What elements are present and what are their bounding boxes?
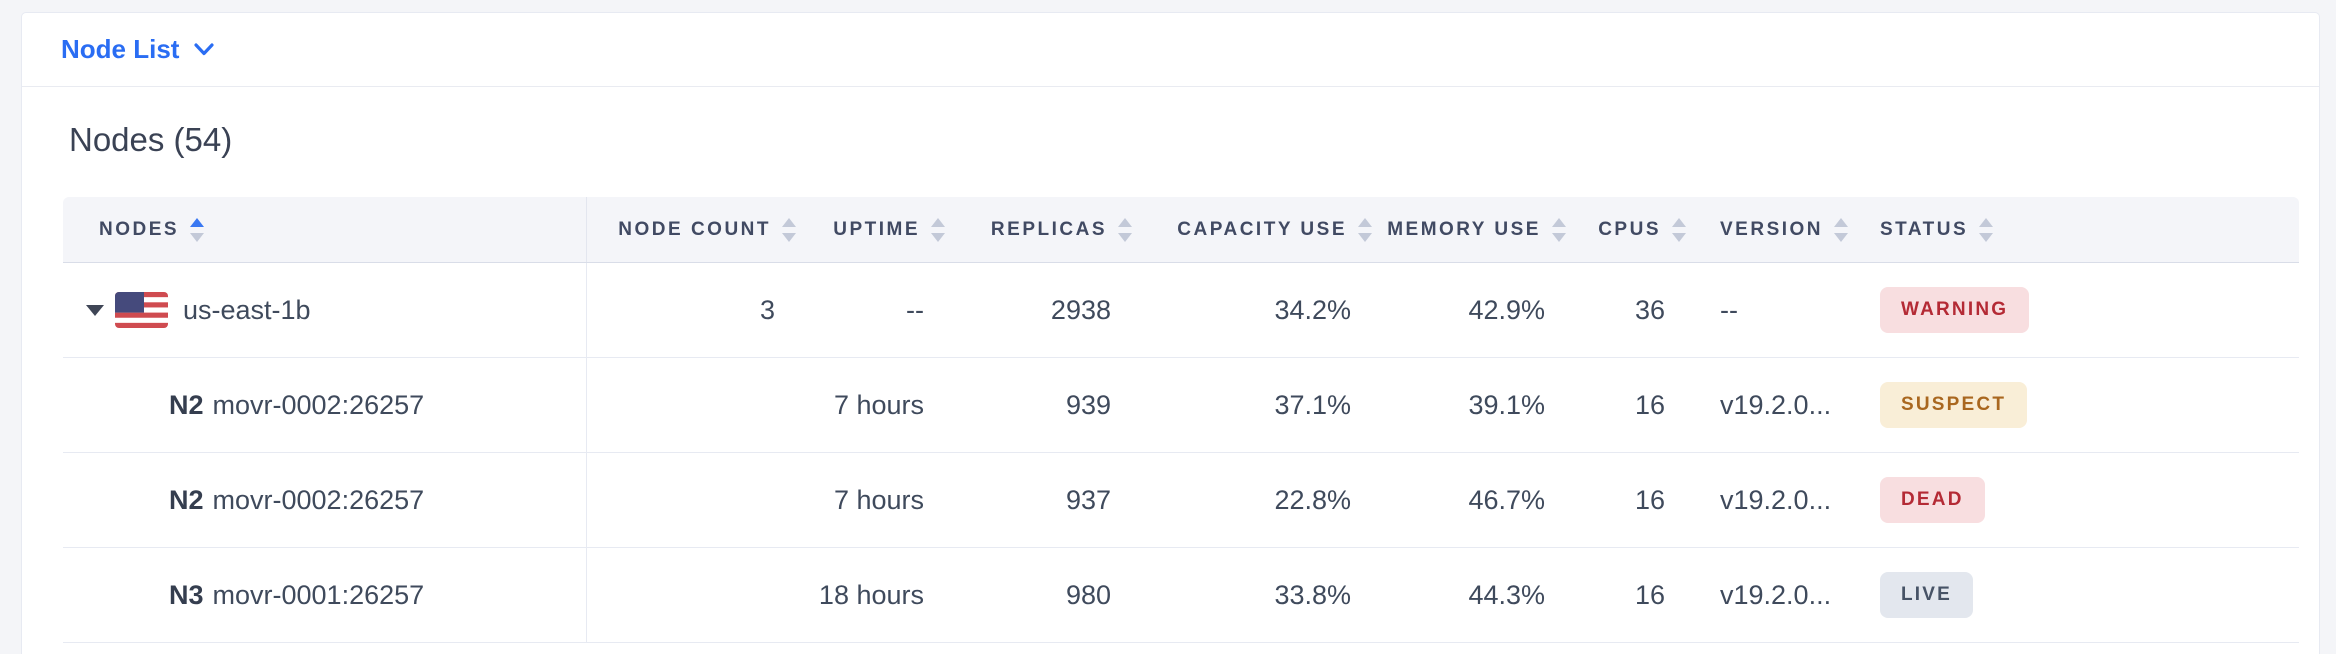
node-list-card: Node List Nodes (54) NODES NODE COUNT <box>21 12 2320 654</box>
uptime-cell: -- <box>906 294 924 325</box>
column-header-replicas[interactable]: REPLICAS <box>950 197 1137 262</box>
version-cell: v19.2.0... <box>1720 579 1832 610</box>
region-name: us-east-1b <box>183 294 311 325</box>
capacity-use-cell: 37.1% <box>1274 389 1351 420</box>
memory-use-cell: 46.7% <box>1468 484 1545 515</box>
version-cell: -- <box>1720 294 1738 325</box>
view-selector-button[interactable]: Node List <box>61 34 215 65</box>
node-id: N2 <box>169 484 204 515</box>
version-cell: v19.2.0... <box>1720 389 1832 420</box>
us-flag-icon <box>115 292 168 328</box>
view-selector-label: Node List <box>61 34 180 64</box>
memory-use-cell: 42.9% <box>1468 294 1545 325</box>
column-header-status[interactable]: STATUS <box>1856 197 2299 262</box>
column-header-capacity-use[interactable]: CAPACITY USE <box>1137 197 1377 262</box>
cpus-cell: 36 <box>1634 294 1665 325</box>
column-header-node-count[interactable]: NODE COUNT <box>587 197 801 262</box>
memory-use-cell: 44.3% <box>1468 579 1545 610</box>
sort-icon <box>782 217 796 242</box>
replicas-cell: 937 <box>1065 484 1111 515</box>
capacity-use-cell: 34.2% <box>1274 294 1351 325</box>
column-header-memory-use[interactable]: MEMORY USE <box>1377 197 1571 262</box>
status-badge: LIVE <box>1880 572 1974 618</box>
replicas-cell: 2938 <box>1050 294 1111 325</box>
column-header-nodes[interactable]: NODES <box>63 197 587 262</box>
uptime-cell: 18 hours <box>818 579 924 610</box>
chevron-down-icon <box>194 43 215 56</box>
uptime-cell: 7 hours <box>833 484 924 515</box>
sort-icon <box>1672 217 1686 242</box>
status-badge: SUSPECT <box>1880 382 2028 428</box>
column-header-version[interactable]: VERSION <box>1691 197 1856 262</box>
node-row[interactable]: N3 movr-0001:26257 18 hours 980 33.8% 44… <box>63 548 2299 643</box>
sort-icon <box>1118 217 1132 242</box>
status-badge: WARNING <box>1880 287 2030 333</box>
capacity-use-cell: 33.8% <box>1274 579 1351 610</box>
nodes-table: NODES NODE COUNT UPTIME <box>63 197 2299 643</box>
node-address: movr-0002:26257 <box>212 389 425 420</box>
sort-icon <box>931 217 945 242</box>
node-address: movr-0002:26257 <box>212 484 425 515</box>
replicas-cell: 980 <box>1065 579 1111 610</box>
cpus-cell: 16 <box>1634 579 1665 610</box>
view-selector-bar: Node List <box>22 13 2319 87</box>
status-cell: LIVE <box>1856 548 2299 642</box>
collapse-caret-icon[interactable] <box>86 304 104 316</box>
sort-icon <box>1834 217 1849 242</box>
cpus-cell: 16 <box>1634 484 1665 515</box>
column-header-uptime[interactable]: UPTIME <box>801 197 950 262</box>
node-name-cell: N2 movr-0002:26257 <box>63 453 587 547</box>
region-row[interactable]: us-east-1b 3 -- 2938 34.2% 42.9% 36 -- W… <box>63 263 2299 358</box>
sort-icon <box>1358 217 1372 242</box>
node-row[interactable]: N2 movr-0002:26257 7 hours 937 22.8% 46.… <box>63 453 2299 548</box>
status-badge: DEAD <box>1880 477 1985 523</box>
page-title: Nodes (54) <box>69 121 233 158</box>
node-row[interactable]: N2 movr-0002:26257 7 hours 939 37.1% 39.… <box>63 358 2299 453</box>
cpus-cell: 16 <box>1634 389 1665 420</box>
node-id: N2 <box>169 389 204 420</box>
version-cell: v19.2.0... <box>1720 484 1832 515</box>
node-count-cell <box>587 548 801 642</box>
content-area: Nodes (54) NODES NODE COUNT UPTIME <box>22 119 2319 643</box>
table-header-row: NODES NODE COUNT UPTIME <box>63 197 2299 263</box>
region-cell: us-east-1b <box>63 263 587 357</box>
node-count-cell <box>587 453 801 547</box>
node-name-cell: N2 movr-0002:26257 <box>63 358 587 452</box>
status-cell: DEAD <box>1856 453 2299 547</box>
node-name-cell: N3 movr-0001:26257 <box>63 548 587 642</box>
sort-icon <box>1979 217 1994 242</box>
capacity-use-cell: 22.8% <box>1274 484 1351 515</box>
memory-use-cell: 39.1% <box>1468 389 1545 420</box>
sort-icon <box>190 217 205 242</box>
node-count-cell <box>587 358 801 452</box>
node-address: movr-0001:26257 <box>212 579 425 610</box>
sort-icon <box>1552 217 1566 242</box>
node-count-cell: 3 <box>759 294 775 325</box>
uptime-cell: 7 hours <box>833 389 924 420</box>
status-cell: SUSPECT <box>1856 358 2299 452</box>
column-header-cpus[interactable]: CPUS <box>1571 197 1691 262</box>
replicas-cell: 939 <box>1065 389 1111 420</box>
status-cell: WARNING <box>1856 263 2299 357</box>
node-id: N3 <box>169 579 204 610</box>
